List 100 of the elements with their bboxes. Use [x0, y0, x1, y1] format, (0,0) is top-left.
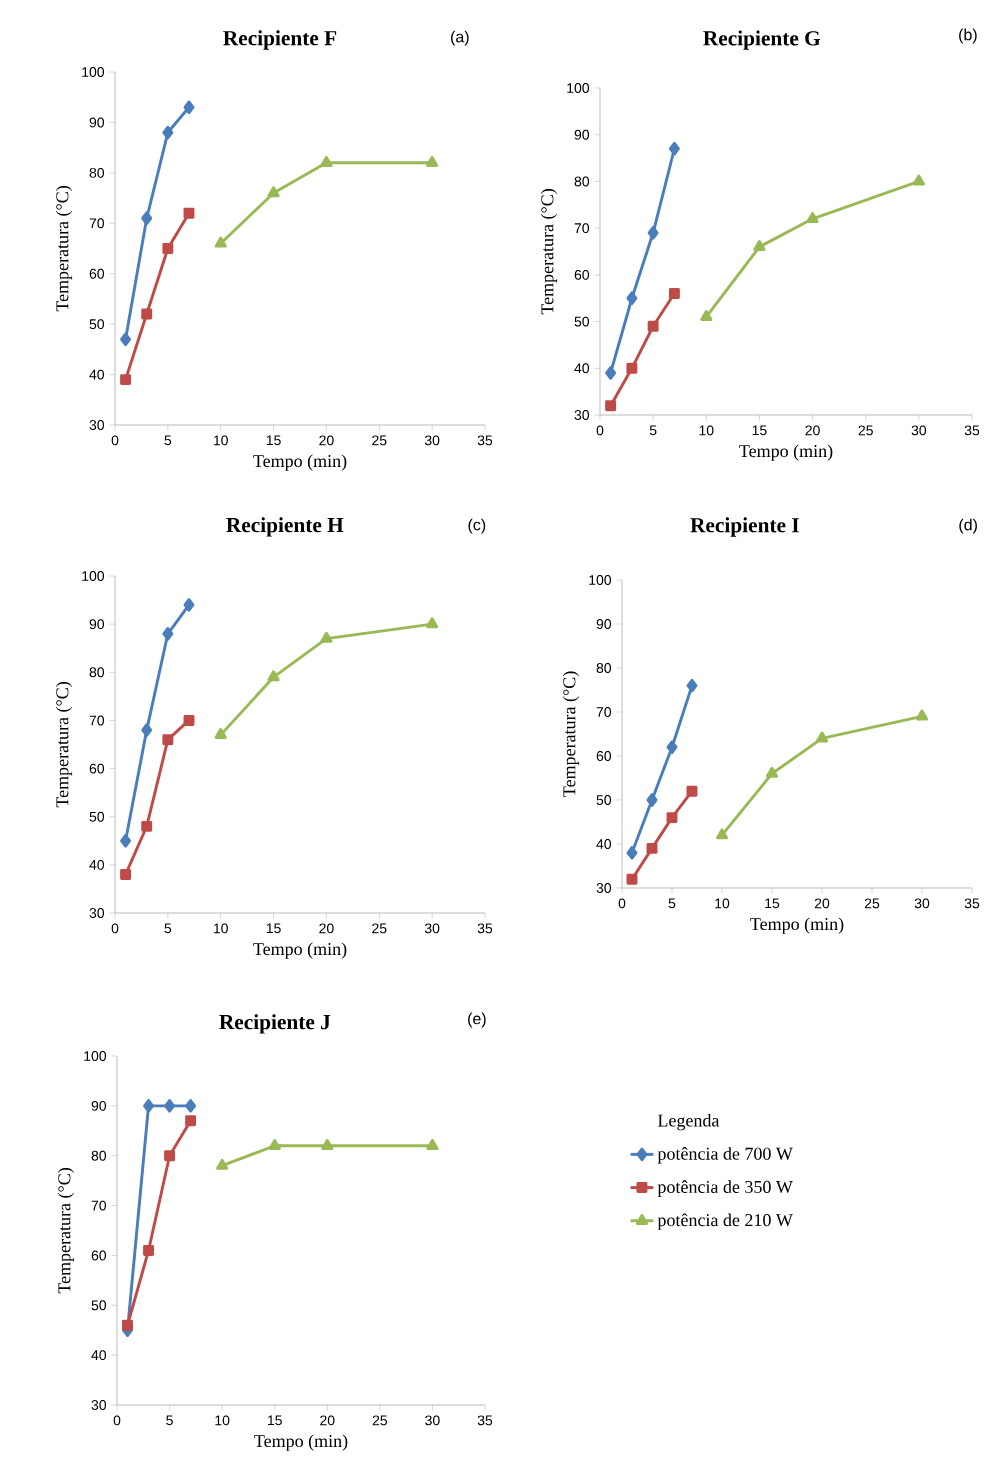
- x-tick-label: 10: [215, 1415, 230, 1426]
- x-axis-title: Tempo (min): [739, 444, 833, 461]
- x-tick-label: 25: [372, 1415, 388, 1426]
- x-tick-label: 0: [111, 435, 119, 446]
- chart-title: Recipiente F: [223, 30, 337, 50]
- y-tick-label: 30: [91, 1400, 107, 1410]
- y-tick-label: 100: [82, 67, 105, 77]
- y-tick-label: 30: [89, 908, 105, 918]
- x-tick-label: 5: [164, 435, 172, 446]
- x-tick-label: 10: [715, 898, 730, 909]
- y-axis-title: Temperatura (°C): [540, 189, 558, 315]
- y-tick-label: 50: [574, 316, 590, 327]
- y-tick-label: 80: [89, 667, 105, 678]
- y-tick-label: 90: [89, 619, 105, 630]
- y-axis-title: Temperatura (°C): [55, 682, 73, 808]
- y-tick-label: 70: [89, 715, 105, 726]
- x-tick-label: 5: [668, 898, 676, 909]
- y-tick-label: 40: [574, 363, 590, 374]
- y-tick-label: 80: [91, 1150, 107, 1161]
- y-tick-label: 30: [596, 883, 612, 893]
- y-tick-label: 50: [89, 811, 105, 822]
- legend-label: potência de 350 W: [657, 1180, 793, 1197]
- chart-title: Recipiente H: [226, 517, 344, 537]
- y-tick-label: 100: [567, 83, 590, 93]
- x-tick-label: 35: [477, 1415, 493, 1426]
- y-tick-label: 90: [91, 1100, 107, 1111]
- y-tick-label: 60: [89, 763, 105, 774]
- y-tick-label: 30: [574, 410, 590, 420]
- legend-label: potência de 210 W: [657, 1213, 793, 1230]
- text: (b): [959, 28, 977, 44]
- y-tick-label: 40: [596, 839, 612, 849]
- x-tick-label: 15: [267, 1415, 282, 1426]
- x-tick-label: 30: [425, 1415, 440, 1426]
- y-tick-label: 40: [89, 369, 105, 380]
- x-tick-label: 10: [699, 425, 714, 436]
- x-tick-label: 15: [765, 898, 780, 909]
- y-tick-label: 100: [84, 1051, 107, 1061]
- legend-label: potência de 700 W: [657, 1147, 793, 1164]
- y-tick-label: 90: [574, 129, 590, 140]
- x-tick-label: 35: [477, 435, 493, 446]
- y-tick-label: 50: [91, 1300, 107, 1311]
- x-axis-title: Tempo (min): [253, 454, 347, 471]
- x-tick-label: 35: [477, 923, 493, 934]
- x-tick-label: 0: [596, 425, 604, 436]
- x-tick-label: 20: [319, 923, 334, 934]
- x-axis-title: Tempo (min): [253, 942, 347, 959]
- x-tick-label: 20: [319, 435, 334, 446]
- y-tick-label: 70: [596, 707, 612, 717]
- y-tick-label: 60: [89, 268, 105, 279]
- x-tick-label: 10: [213, 435, 228, 446]
- chart-title: Recipiente J: [219, 1014, 331, 1034]
- x-tick-label: 25: [858, 425, 873, 436]
- y-tick-label: 100: [82, 571, 105, 581]
- x-tick-label: 35: [964, 898, 980, 909]
- text: (d): [959, 518, 977, 534]
- y-tick-label: 90: [89, 117, 105, 128]
- y-tick-label: 40: [91, 1350, 107, 1361]
- x-tick-label: 0: [111, 923, 119, 934]
- x-tick-label: 20: [320, 1415, 335, 1426]
- x-tick-label: 35: [964, 425, 980, 436]
- chart-title: Recipiente G: [703, 30, 821, 50]
- x-tick-label: 0: [618, 898, 626, 909]
- x-tick-label: 30: [911, 425, 927, 436]
- text: (e): [468, 1012, 486, 1028]
- y-axis-title: Temperatura (°C): [55, 186, 73, 312]
- x-tick-label: 20: [814, 898, 830, 909]
- y-tick-label: 80: [574, 176, 590, 187]
- x-tick-label: 30: [424, 923, 440, 934]
- x-tick-label: 0: [113, 1415, 121, 1426]
- y-tick-label: 70: [89, 218, 105, 229]
- y-tick-label: 40: [89, 859, 105, 870]
- chart-title: Recipiente I: [690, 517, 799, 537]
- x-tick-label: 20: [805, 425, 820, 436]
- x-tick-label: 15: [266, 435, 281, 446]
- x-tick-label: 5: [649, 425, 657, 436]
- y-axis-title: Temperatura (°C): [562, 671, 580, 797]
- y-tick-label: 60: [574, 269, 590, 280]
- x-tick-label: 5: [164, 923, 172, 934]
- x-tick-label: 15: [752, 425, 767, 436]
- x-tick-label: 30: [424, 435, 440, 446]
- text: (a): [451, 30, 469, 46]
- x-tick-label: 5: [166, 1415, 173, 1426]
- x-tick-label: 25: [372, 923, 387, 934]
- legend-title: Legenda: [657, 1113, 720, 1131]
- y-tick-label: 60: [596, 751, 612, 761]
- text: (c): [468, 518, 486, 534]
- x-tick-label: 25: [864, 898, 880, 909]
- y-tick-label: 90: [596, 619, 612, 629]
- y-tick-label: 50: [89, 319, 105, 330]
- y-tick-label: 70: [574, 223, 590, 234]
- y-tick-label: 80: [89, 167, 105, 178]
- x-tick-label: 30: [914, 898, 930, 909]
- x-tick-label: 15: [266, 923, 281, 934]
- x-axis-title: Tempo (min): [750, 917, 844, 934]
- y-tick-label: 100: [589, 575, 612, 585]
- y-tick-label: 50: [596, 795, 612, 805]
- x-tick-label: 25: [372, 435, 387, 446]
- y-tick-label: 70: [91, 1200, 107, 1211]
- x-tick-label: 10: [213, 923, 228, 934]
- y-tick-label: 80: [596, 663, 612, 673]
